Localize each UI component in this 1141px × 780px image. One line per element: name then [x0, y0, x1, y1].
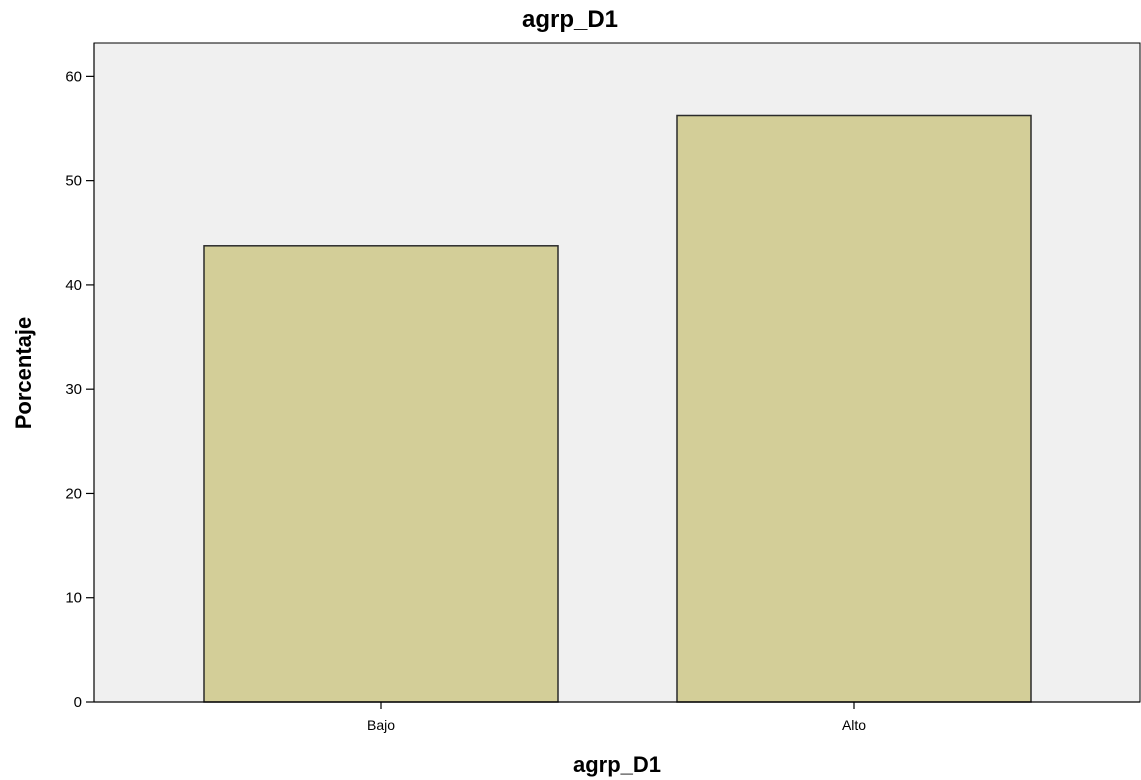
bars-group — [203, 114, 1032, 703]
y-tick-label: 40 — [65, 277, 82, 294]
chart-title: agrp_D1 — [522, 6, 618, 33]
y-axis-ticks: 0 10 20 30 40 50 60 — [65, 68, 94, 711]
x-axis-title: agrp_D1 — [573, 752, 661, 777]
y-axis-title: Porcentaje — [11, 317, 36, 430]
y-tick-label: 0 — [74, 694, 82, 711]
y-tick-label: 60 — [65, 68, 82, 85]
y-tick-label: 30 — [65, 381, 82, 398]
bar-bajo — [203, 245, 559, 703]
y-tick-label: 20 — [65, 485, 82, 502]
x-category-label: Alto — [842, 717, 866, 733]
bar-alto — [676, 114, 1032, 703]
y-tick-label: 10 — [65, 590, 82, 607]
x-category-label: Bajo — [367, 717, 395, 733]
y-tick-label: 50 — [65, 173, 82, 190]
x-axis-ticks: Bajo Alto — [367, 702, 866, 733]
